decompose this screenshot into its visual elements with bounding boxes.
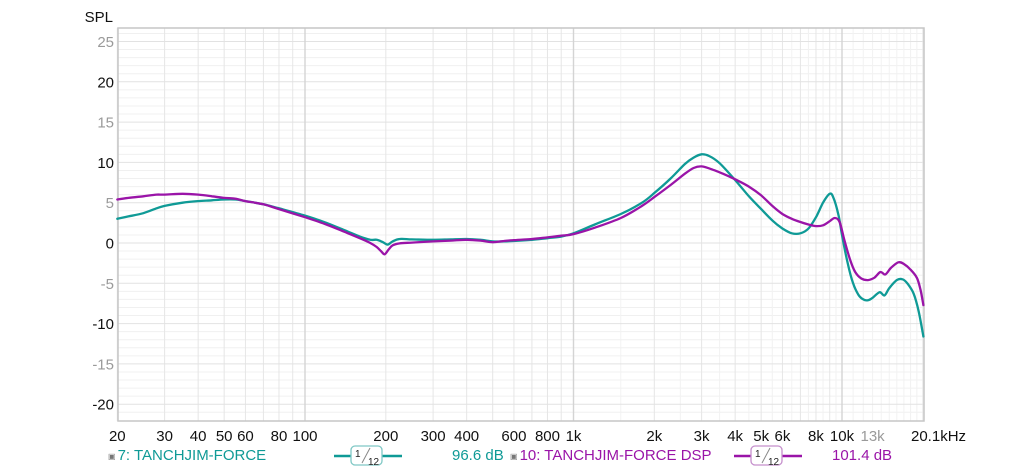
curve-series-2 (116, 165, 925, 307)
legend-series-2-smoothing[interactable]: 1 12 (734, 445, 802, 468)
x-tick-label: 40 (190, 428, 207, 445)
legend-series-1-smoothing[interactable]: 1 12 (334, 445, 402, 468)
x-tick-label: 20 (109, 428, 126, 445)
x-axis-ticks: 20 30 40 50 60 80 100 200 300 400 600 800 1k 2k 3k 4k 5k… (109, 428, 966, 445)
x-tick-label: 800 (535, 428, 560, 445)
x-tick-label: 13k (861, 428, 886, 445)
y-tick-label: -15 (92, 356, 114, 373)
curves (116, 153, 925, 338)
curve-series-1 (116, 153, 925, 338)
y-tick-label: 20 (97, 74, 114, 91)
major-grid (118, 28, 924, 421)
plot-area (117, 27, 925, 422)
y-tick-label: -10 (92, 316, 114, 333)
smoothing-denominator: 12 (768, 457, 780, 467)
x-tick-label: 30 (156, 428, 173, 445)
y-tick-label: -5 (101, 276, 114, 293)
x-tick-label: 4k (727, 428, 743, 445)
x-tick-label: 80 (271, 428, 288, 445)
minor-grid (116, 28, 924, 421)
legend-series-2-label: 10: TANCHJIM-FORCE DSP (519, 447, 712, 464)
smoothing-numerator: 1 (355, 449, 361, 460)
x-tick-label: 600 (501, 428, 526, 445)
x-tick-label: 100 (292, 428, 317, 445)
x-tick-label: 1k (566, 428, 582, 445)
legend-series-2-name[interactable]: ▣ 10: TANCHJIM-FORCE DSP (510, 447, 712, 467)
legend-marker-icon: ▣ (108, 451, 116, 461)
legend-marker-icon: ▣ (510, 451, 518, 461)
y-axis-ticks: 25 20 15 10 5 0 -5 -10 -15 -20 (92, 34, 114, 414)
smoothing-numerator: 1 (755, 449, 761, 460)
x-tick-label: 2k (646, 428, 662, 445)
legend-series-1-label: 7: TANCHJIM-FORCE (117, 447, 267, 464)
smoothing-denominator: 12 (368, 457, 380, 467)
legend-series-1-level: 96.6 dB (452, 447, 504, 464)
x-tick-label: 10k (830, 428, 855, 445)
x-tick-label: 60 (237, 428, 254, 445)
y-tick-label: 5 (106, 195, 114, 212)
y-tick-label: 25 (97, 34, 114, 51)
x-tick-label: 400 (454, 428, 479, 445)
x-tick-label: 20.1kHz (911, 428, 966, 445)
y-axis-label: SPL (85, 9, 113, 26)
y-tick-label: 0 (106, 236, 114, 253)
x-tick-label: 50 (216, 428, 233, 445)
y-tick-label: 10 (97, 155, 114, 172)
legend-series-1-name[interactable]: ▣ 7: TANCHJIM-FORCE (108, 447, 266, 467)
x-tick-label: 200 (373, 428, 398, 445)
legend-series-2-level: 101.4 dB (832, 447, 893, 464)
x-tick-label: 300 (421, 428, 446, 445)
x-tick-label: 6k (775, 428, 791, 445)
x-tick-label: 8k (808, 428, 824, 445)
y-tick-label: 15 (97, 115, 114, 132)
y-tick-label: -20 (92, 397, 114, 414)
x-tick-label: 3k (694, 428, 710, 445)
x-tick-label: 5k (753, 428, 769, 445)
